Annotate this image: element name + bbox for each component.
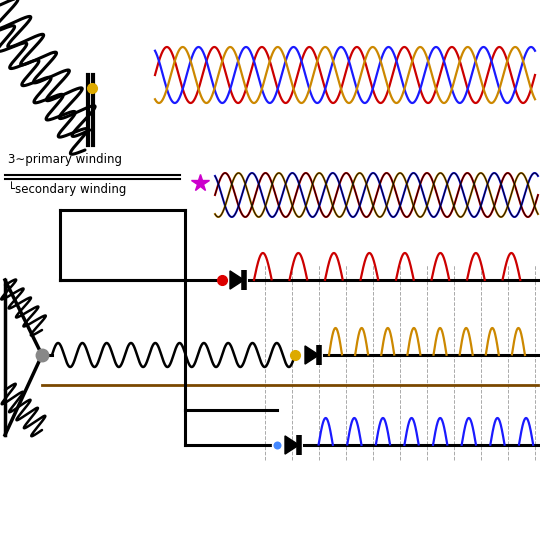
Text: 3∼primary winding: 3∼primary winding: [8, 153, 122, 166]
Polygon shape: [230, 271, 244, 289]
Polygon shape: [305, 346, 319, 364]
Text: └secondary winding: └secondary winding: [8, 181, 126, 196]
Polygon shape: [285, 436, 299, 454]
